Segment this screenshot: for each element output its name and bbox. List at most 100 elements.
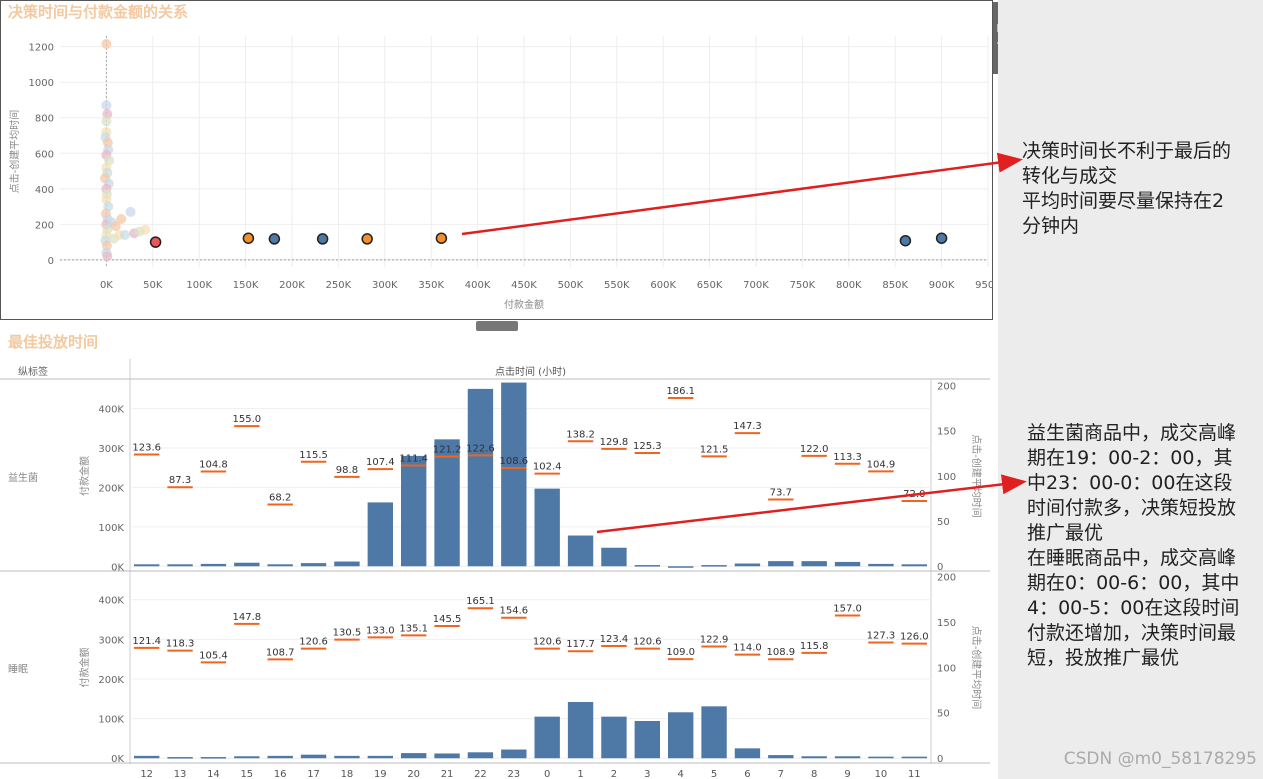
data-point xyxy=(242,232,255,244)
bar xyxy=(734,563,761,567)
bar xyxy=(334,755,360,759)
x-tick-label: 10 xyxy=(875,769,888,779)
left-tick-label: 100K xyxy=(98,715,124,726)
x-tick-label: 13 xyxy=(174,769,187,779)
data-label: 126.0 xyxy=(900,632,929,643)
annotation-area xyxy=(998,0,1263,779)
data-point xyxy=(316,233,329,245)
x-tick-label: 7 xyxy=(778,769,784,779)
data-label: 68.2 xyxy=(269,492,291,503)
data-label: 129.8 xyxy=(600,437,629,448)
bar xyxy=(567,535,594,567)
right-tick-label: 50 xyxy=(937,709,950,720)
faded-point xyxy=(116,214,127,225)
x-tick-label: 8 xyxy=(811,769,817,779)
data-label: 127.3 xyxy=(867,631,896,642)
annotation-decision-time: 决策时间长不利于最后的 转化与成交 平均时间要尽量保持在2 分钟内 xyxy=(1022,140,1232,237)
data-point xyxy=(899,234,912,247)
x-tick-label: 22 xyxy=(474,769,487,779)
x-tick-label: 11 xyxy=(908,769,921,779)
left-axis-title: 付款金额 xyxy=(78,648,91,688)
bar xyxy=(134,755,160,759)
bar xyxy=(467,752,494,759)
data-point xyxy=(935,232,948,244)
bar xyxy=(868,563,894,567)
faded-point xyxy=(101,116,112,127)
data-point xyxy=(435,232,448,244)
x-tick-label: 20 xyxy=(407,769,420,779)
bar xyxy=(367,502,393,567)
x-tick-label: 400K xyxy=(465,280,491,291)
right-tick-label: 150 xyxy=(937,618,956,629)
x-tick-label: 9 xyxy=(844,769,850,779)
bar xyxy=(901,756,927,759)
data-label: 147.3 xyxy=(733,421,762,432)
x-tick-label: 19 xyxy=(374,769,387,779)
row-label: 睡眠 xyxy=(8,663,28,676)
right-tick-label: 0 xyxy=(937,562,943,573)
data-label: 109.0 xyxy=(666,647,695,658)
left-tick-label: 100K xyxy=(98,523,124,534)
bar xyxy=(734,748,761,759)
y-tick-label: 1200 xyxy=(29,43,54,54)
x-tick-label: 900K xyxy=(929,280,955,291)
x-tick-label: 200K xyxy=(279,280,305,291)
bar xyxy=(801,756,827,759)
data-label: 138.2 xyxy=(566,429,595,440)
bar xyxy=(434,753,460,759)
x-tick-label: 6 xyxy=(744,769,750,779)
data-label: 123.6 xyxy=(132,442,161,453)
bar xyxy=(567,701,594,759)
data-label: 108.6 xyxy=(499,456,528,467)
left-tick-label: 0K xyxy=(111,754,124,765)
x-tick-label: 4 xyxy=(678,769,684,779)
bar xyxy=(501,382,527,567)
x-tick-label: 600K xyxy=(650,280,676,291)
faded-point xyxy=(110,221,121,232)
x-tick-label: 850K xyxy=(882,280,908,291)
bar xyxy=(300,563,327,567)
bar xyxy=(434,439,460,567)
bar xyxy=(701,565,727,567)
bar xyxy=(634,720,660,759)
x-tick-label: 450K xyxy=(511,280,537,291)
right-tick-label: 0 xyxy=(937,754,943,765)
x-tick-label: 550K xyxy=(604,280,630,291)
data-label: 117.7 xyxy=(566,639,595,650)
faded-point xyxy=(102,137,113,148)
data-label: 145.5 xyxy=(433,614,462,625)
bar xyxy=(668,566,694,568)
x-tick-label: 14 xyxy=(207,769,220,779)
combo-bar-chart: 纵标签 点击时间 (小时)0K100K200K300K400K0501001502… xyxy=(0,359,990,779)
column-header-label: 点击时间 (小时) xyxy=(495,365,566,378)
data-label: 120.6 xyxy=(299,637,328,648)
data-label: 102.4 xyxy=(533,462,562,473)
bar xyxy=(601,547,627,567)
faded-point xyxy=(140,224,151,235)
faded-point xyxy=(101,100,112,111)
bar xyxy=(701,706,727,759)
x-tick-label: 0 xyxy=(544,769,550,779)
panel-splitter[interactable] xyxy=(476,321,518,331)
bar xyxy=(901,564,927,567)
data-label: 122.0 xyxy=(800,444,829,455)
x-tick-label: 12 xyxy=(140,769,153,779)
data-label: 120.6 xyxy=(533,637,562,648)
x-tick-label: 800K xyxy=(836,280,862,291)
data-label: 72.0 xyxy=(903,489,925,500)
bar xyxy=(601,716,627,759)
data-label: 121.4 xyxy=(132,636,161,647)
data-label: 111.4 xyxy=(399,453,428,464)
annotation-best-time: 益生菌商品中，成交高峰 期在19：00-2：00，其 中23：00-0：00在这… xyxy=(1027,422,1240,669)
bar xyxy=(200,757,227,759)
right-tick-label: 200 xyxy=(937,382,956,393)
x-tick-label: 0K xyxy=(100,280,113,291)
data-point xyxy=(149,236,162,248)
data-label: 120.6 xyxy=(633,637,662,648)
bar xyxy=(834,756,861,759)
y-tick-label: 1000 xyxy=(29,78,54,89)
x-tick-label: 700K xyxy=(743,280,769,291)
x-tick-label: 2 xyxy=(611,769,617,779)
y-tick-label: 0 xyxy=(48,256,54,267)
data-label: 115.5 xyxy=(299,450,328,461)
